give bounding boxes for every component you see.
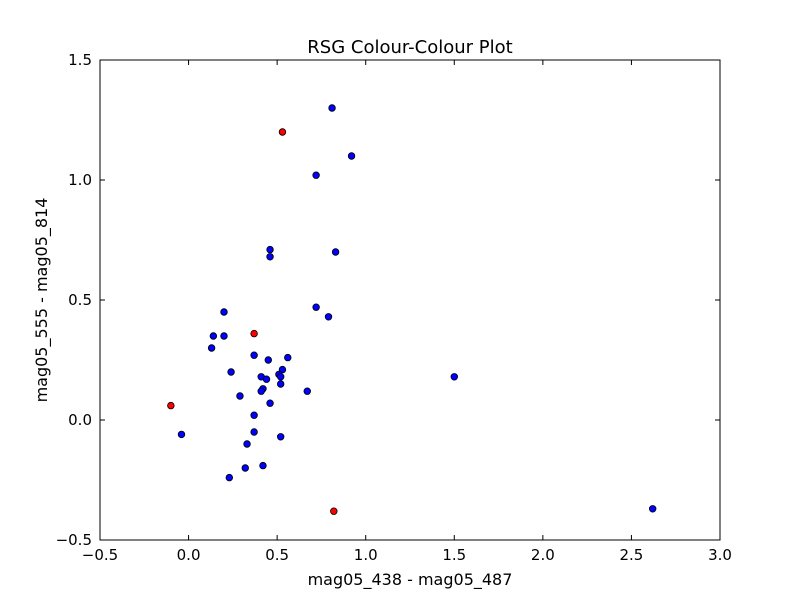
data-point-blue [220, 308, 228, 316]
data-point-red [167, 401, 175, 410]
data-point-blue [450, 373, 458, 381]
y-tick-label: 1.0 [68, 171, 92, 189]
data-point-blue [227, 368, 235, 376]
x-tick-label: 1.0 [354, 546, 378, 564]
data-point-red [330, 507, 338, 515]
data-point-blue [276, 373, 285, 381]
data-point-blue [250, 411, 258, 419]
x-tick-label: 0.0 [177, 546, 201, 564]
data-point-blue [236, 392, 244, 400]
data-point-blue [324, 313, 333, 321]
x-tick-label: −0.5 [82, 546, 118, 564]
data-point-blue [266, 245, 274, 254]
y-tick-label: 0.5 [68, 291, 92, 309]
plot-area [99, 59, 721, 541]
data-point-blue [257, 387, 265, 395]
data-point-blue [241, 464, 249, 472]
data-point-blue [284, 353, 292, 362]
data-point-blue [264, 356, 272, 364]
data-point-blue [262, 375, 271, 383]
data-point-blue [220, 332, 228, 340]
x-axis-label: mag05_438 - mag05_487 [308, 570, 513, 590]
data-point-blue [312, 171, 320, 179]
data-point-blue [331, 248, 340, 256]
y-tick-label: 0.0 [68, 411, 92, 429]
data-point-red [250, 329, 258, 338]
y-axis-label: mag05_555 - mag05_814 [32, 198, 52, 403]
data-point-blue [207, 344, 216, 352]
data-point-blue [225, 473, 234, 482]
data-point-blue [250, 351, 258, 359]
y-axis-ticks: −0.5 0.0 0.5 1.0 1.5 [56, 51, 720, 549]
x-tick-label: 0.5 [265, 546, 289, 564]
x-tick-label: 3.0 [708, 546, 732, 564]
data-point-blue [276, 380, 285, 388]
data-point-blue [177, 430, 186, 439]
data-point-blue [250, 428, 258, 436]
data-point-blue [259, 461, 267, 470]
data-point-blue [328, 104, 336, 112]
data-points [167, 104, 657, 515]
data-point-blue [266, 253, 274, 261]
data-point-blue [648, 505, 657, 513]
data-point-blue [266, 399, 274, 407]
data-point-blue [209, 332, 218, 340]
chart-title: RSG Colour-Colour Plot [307, 37, 512, 58]
data-point-blue [312, 303, 320, 311]
y-tick-label: −0.5 [56, 531, 92, 549]
data-point-blue [276, 433, 285, 441]
x-axis-ticks: −0.5 0.0 0.5 1.0 1.5 2.0 2.5 3.0 [82, 60, 732, 564]
y-tick-label: 1.5 [68, 51, 92, 69]
data-point-blue [303, 387, 311, 395]
data-point-red [278, 128, 287, 136]
x-tick-label: 1.5 [442, 546, 466, 564]
data-point-blue [243, 440, 251, 448]
data-point-blue [347, 152, 356, 160]
x-tick-label: 2.0 [531, 546, 555, 564]
x-tick-label: 2.5 [619, 546, 643, 564]
